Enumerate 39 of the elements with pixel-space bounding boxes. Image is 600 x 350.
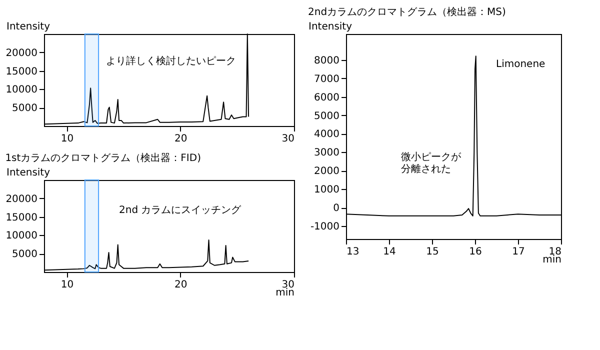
y-tick-label: 20000 — [6, 194, 38, 205]
y-tick-label: 5000 — [12, 249, 38, 260]
x-axis-title: min — [542, 254, 562, 266]
x-tick-label: 17 — [512, 246, 525, 258]
y-axis-title: Intensity — [308, 22, 352, 32]
y-tick-label: 20000 — [6, 48, 38, 59]
annotation: 2nd カラムにスイッチング — [119, 205, 242, 216]
x-tick-label: 10 — [60, 280, 74, 290]
y-axis-title: Intensity — [6, 168, 50, 178]
annotation: 微小ピークが分離された — [401, 151, 462, 175]
y-tick-label: -1000 — [310, 222, 340, 233]
x-tick-label: 20 — [174, 134, 188, 144]
y-tick-label: 5000 — [12, 103, 38, 114]
y-tick-label: 15000 — [6, 66, 38, 78]
chart-title: 2ndカラムのクロマトグラム（検出器：MS) — [308, 6, 506, 18]
x-tick-label: 13 — [346, 246, 360, 258]
y-tick-label: 2000 — [314, 166, 340, 178]
x-tick-label: 10 — [60, 134, 74, 144]
x-tick-label: 30 — [282, 134, 294, 144]
y-axis-title: Intensity — [6, 22, 50, 32]
chart-title: 1stカラムのクロマトグラム（検出器：FID) — [5, 152, 202, 164]
y-tick-label: 10000 — [6, 84, 38, 96]
y-tick-label: 0 — [333, 203, 340, 214]
y-tick-label: 8000 — [314, 55, 340, 66]
y-tick-label: 7000 — [314, 74, 340, 85]
x-tick-label: 15 — [426, 246, 439, 258]
x-tick-label: 16 — [469, 246, 482, 258]
annotation: より詳しく検討したいピーク — [106, 55, 236, 67]
y-tick-label: 15000 — [6, 212, 38, 224]
y-tick-label: 10000 — [6, 230, 38, 242]
x-axis-title: min — [276, 288, 294, 298]
y-tick-label: 5000 — [314, 110, 340, 122]
x-tick-label: 20 — [174, 280, 188, 290]
y-tick-label: 4000 — [314, 129, 340, 140]
x-tick-label: 14 — [383, 246, 396, 258]
y-tick-label: 1000 — [314, 184, 340, 196]
annotation: Limonene — [496, 59, 546, 70]
y-tick-label: 6000 — [314, 92, 340, 104]
y-tick-label: 3000 — [314, 148, 340, 159]
